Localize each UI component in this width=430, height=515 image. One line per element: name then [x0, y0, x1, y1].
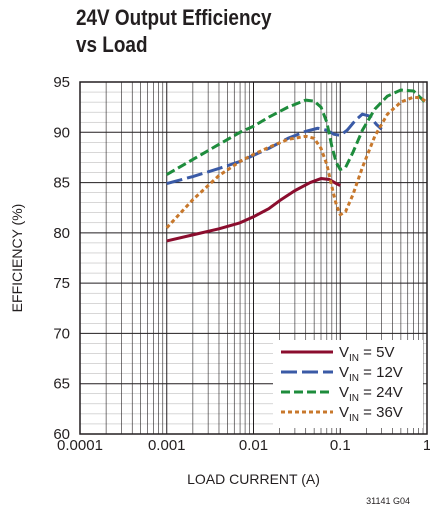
- x-tick-label: 1: [423, 437, 430, 454]
- series-line: [166, 177, 341, 243]
- legend-label: VIN = 36V: [339, 404, 403, 424]
- y-tick-label: 90: [53, 124, 70, 141]
- y-tick-label: 85: [53, 175, 70, 192]
- x-tick-label: 0.1: [330, 437, 351, 454]
- x-tick-labels: 0.0001 0.001 0.01 0.1 1: [57, 437, 430, 454]
- series-line: [165, 88, 429, 176]
- y-tick-labels: 60 65 70 75 80 85 90 95: [53, 74, 70, 443]
- y-axis-label: EFFICIENCY (%): [9, 204, 25, 313]
- series-lines: [165, 88, 429, 243]
- legend-label: VIN = 12V: [339, 364, 403, 384]
- x-tick-label: 0.01: [239, 437, 268, 454]
- y-tick-label: 95: [53, 74, 70, 91]
- figure-id: 31141 G04: [366, 496, 410, 506]
- y-tick-label: 60: [53, 426, 70, 443]
- series-line: [165, 95, 428, 229]
- x-tick-label: 0.0001: [57, 437, 103, 454]
- series-line: [166, 112, 383, 186]
- chart-title-line-1: 24V Output Efficiency: [76, 5, 272, 30]
- chart-title: 24V Output Efficiency vs Load: [76, 4, 272, 58]
- y-tick-label: 80: [53, 225, 70, 242]
- y-tick-label: 75: [53, 275, 70, 292]
- x-tick-label: 0.001: [148, 437, 186, 454]
- chart-title-line-2: vs Load: [76, 32, 148, 57]
- y-tick-label: 70: [53, 325, 70, 342]
- legend-label: VIN = 24V: [339, 384, 403, 404]
- y-tick-label: 65: [53, 376, 70, 393]
- x-axis-label: LOAD CURRENT (A): [187, 471, 320, 487]
- legend-label: VIN = 5V: [339, 344, 394, 364]
- plot-frame: [79, 81, 428, 435]
